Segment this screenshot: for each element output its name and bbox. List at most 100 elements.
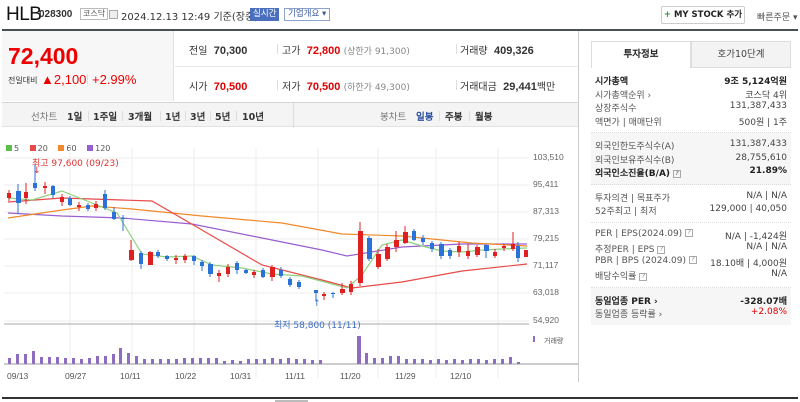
- y-tick: 71,117: [533, 260, 559, 270]
- corp-info-button[interactable]: 기업개요 ▾: [284, 8, 331, 21]
- x-tick: 10/22: [175, 371, 197, 381]
- tab-investment-info[interactable]: 투자정보: [591, 41, 691, 68]
- help-icon[interactable]: ?: [685, 229, 694, 237]
- candlestick-chart[interactable]: 5 20 60 120: [2, 128, 578, 382]
- high-annotation: 최고 97,600 (09/23): [32, 159, 119, 169]
- info-row: 시가총액 9조 5,124억원: [595, 77, 787, 87]
- change-value: ▲2,100: [41, 72, 87, 87]
- separator: [456, 80, 457, 90]
- separator: [160, 111, 161, 121]
- info-row: 배당수익률 ? N/A: [595, 269, 787, 282]
- x-tick: 10/31: [230, 371, 252, 381]
- y-tick: 103,510: [533, 152, 564, 162]
- period-3y[interactable]: 3년: [190, 112, 206, 123]
- opinion-group: 투자의견 | 목표주가 N/A | N/A 52주최고 | 최저 129,000 |…: [591, 185, 791, 223]
- quick-order-button[interactable]: 빠른주문 ▾: [757, 13, 798, 23]
- info-row: PBR | BPS (2024.09) ? 18.10배 | 4,000원: [595, 255, 787, 269]
- side-body: 시가총액 9조 5,124억원 시가총액순위 › 코스닥 4위 상장주식수 131,3…: [591, 68, 791, 325]
- change-label: 전일대비: [8, 76, 38, 85]
- foreign-group: 외국인한도주식수(A) 131,387,433 외국인보유주식수(B) 28,755…: [591, 133, 791, 185]
- legend-ma20: 20: [29, 144, 48, 153]
- period-weekly[interactable]: 주봉: [445, 112, 463, 123]
- separator: [185, 111, 186, 121]
- info-row: PER | EPS(2024.09) ? N/A | -1,424원: [595, 228, 787, 242]
- info-row: 외국인소진율(B/A) ? 21.89%: [595, 166, 787, 179]
- row-divider: [175, 66, 578, 67]
- x-tick: 11/11: [285, 371, 306, 381]
- volume: 거래량 409,326: [460, 45, 534, 57]
- separator: [469, 111, 470, 121]
- y-tick: 87,313: [533, 206, 559, 216]
- x-tick: 12/10: [450, 371, 472, 381]
- investment-info-panel: 투자정보 호가10단계 시가총액 9조 5,124억원 시가총액순위 › 코스닥 4…: [578, 31, 800, 382]
- candle-chart-label: 봉차트: [380, 112, 407, 123]
- info-row[interactable]: 동일업종 등락률 › +2.08%: [595, 307, 787, 320]
- help-icon[interactable]: ?: [673, 169, 682, 178]
- side-tabs: 투자정보 호가10단계: [591, 41, 791, 68]
- help-icon[interactable]: ?: [639, 272, 648, 281]
- datetime: 2024.12.13 12:49 기준(장중): [121, 12, 259, 23]
- period-monthly[interactable]: 월봉: [475, 112, 493, 123]
- high-price: 고가 72,800 (상한가 91,300): [282, 45, 410, 57]
- help-icon[interactable]: ?: [657, 245, 666, 254]
- line-chart-label: 선차트: [31, 112, 58, 123]
- period-1y[interactable]: 1년: [165, 112, 181, 123]
- market-badge: 코스닥: [80, 8, 109, 20]
- info-row[interactable]: 동일업종 PER › -328.07배: [595, 296, 787, 307]
- info-row[interactable]: 시가총액순위 › 코스닥 4위: [595, 90, 787, 101]
- stock-header: HLB 028300 코스닥 2024.12.13 12:49 기준(장중) 실…: [0, 0, 800, 30]
- svg-text:↓: ↓: [33, 166, 41, 176]
- x-tick: 11/20: [340, 371, 361, 381]
- y-tick: 63,018: [533, 287, 559, 297]
- x-tick: 09/13: [7, 371, 29, 381]
- separator: [87, 74, 88, 84]
- y-tick: 79,215: [533, 233, 559, 243]
- info-row: 외국인보유주식수(B) 28,755,610: [595, 152, 787, 166]
- bottom-divider: [2, 397, 798, 399]
- separator: [122, 111, 123, 121]
- help-icon[interactable]: ?: [688, 256, 697, 264]
- tab-order-book[interactable]: 호가10단계: [691, 41, 791, 68]
- stock-name: HLB: [6, 4, 42, 25]
- low-annotation: 최저 58,800 (11/11): [274, 321, 361, 331]
- period-3m[interactable]: 3개월: [128, 112, 153, 123]
- separator: [277, 80, 278, 90]
- x-tick: 11/29: [395, 371, 416, 381]
- current-price: 72,400: [8, 43, 79, 69]
- separator: [277, 44, 278, 54]
- period-1w[interactable]: 1주일: [93, 112, 118, 123]
- separator: [456, 44, 457, 54]
- divider: [293, 103, 294, 128]
- period-1d[interactable]: 1일: [67, 112, 83, 123]
- info-row: 투자의견 | 목표주가 N/A | N/A: [595, 190, 787, 204]
- open-price: 시가 70,500: [189, 81, 248, 93]
- prev-close: 전일 70,300: [189, 45, 248, 57]
- calendar-icon: [109, 10, 118, 19]
- price-stats: 전일 70,300 고가 72,800 (상한가 91,300) 거래량 409…: [175, 31, 578, 101]
- y-tick: 54,920: [533, 315, 559, 325]
- low-price: 저가 70,500 (하한가 49,300): [282, 81, 410, 93]
- info-row: 52주최고 | 최저 129,000 | 40,050: [595, 204, 787, 217]
- svg-text:↑: ↑: [313, 299, 321, 309]
- period-5y[interactable]: 5년: [215, 112, 231, 123]
- separator: [439, 111, 440, 121]
- chart-legend: 5 20 60 120: [6, 144, 118, 153]
- info-row: 외국인한도주식수(A) 131,387,433: [595, 139, 787, 152]
- market-cap-group: 시가총액 9조 5,124억원 시가총액순위 › 코스닥 4위 상장주식수 131,3…: [591, 68, 791, 133]
- chart-canvas: ↓ ↑: [4, 148, 578, 378]
- period-10y[interactable]: 10년: [242, 112, 264, 123]
- volume-label: 거래량: [544, 337, 564, 345]
- info-row: 액면가 | 매매단위 500원 | 1주: [595, 117, 787, 128]
- info-row: 추정PER | EPS ? N/A | N/A: [595, 242, 787, 255]
- x-tick: 09/27: [65, 371, 87, 381]
- separator: [210, 111, 211, 121]
- separator: [236, 111, 237, 121]
- plus-icon: +: [663, 10, 671, 20]
- realtime-badge[interactable]: 실시간: [250, 8, 280, 21]
- period-daily[interactable]: 일봉: [416, 112, 434, 123]
- y-tick: 95,411: [533, 179, 559, 189]
- info-row: 상장주식수 131,387,433: [595, 101, 787, 114]
- chart-period-bar: 선차트 1일 1주일 3개월 1년 3년 5년 10년 봉차트 일봉 주봉 월봉: [2, 102, 578, 128]
- add-mystock-button[interactable]: + MY STOCK 추가: [661, 6, 745, 24]
- sector-group: 동일업종 PER › -328.07배 동일업종 등락률 › +2.08%: [591, 287, 791, 325]
